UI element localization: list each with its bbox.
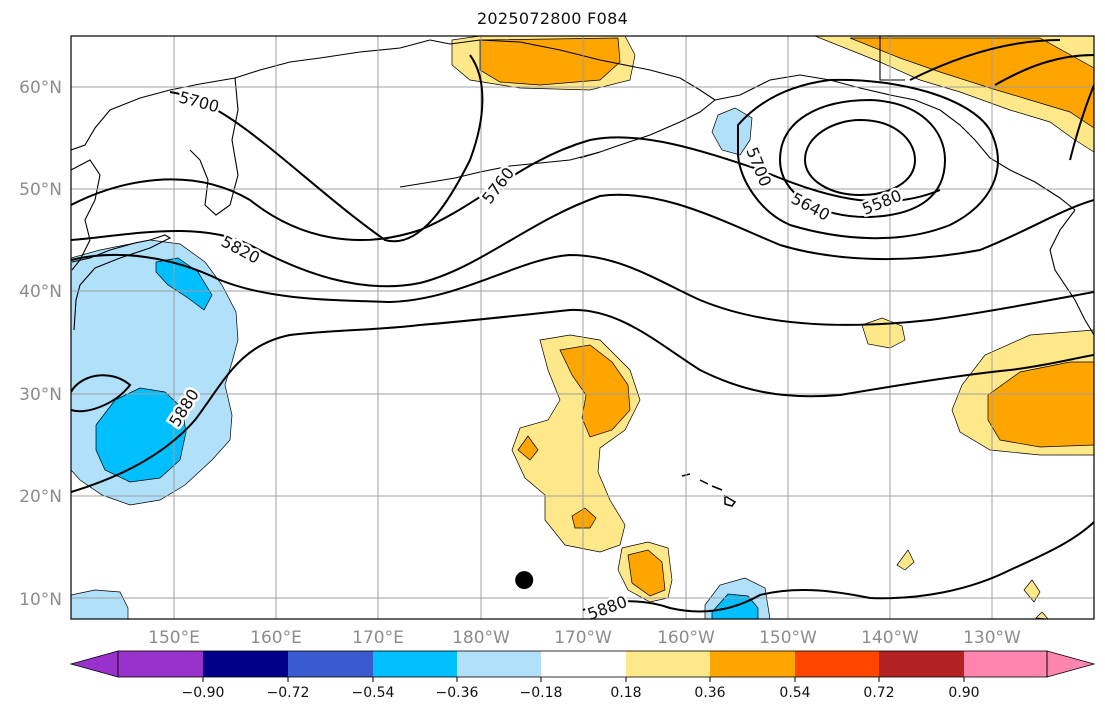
contour-5880-small <box>71 374 132 413</box>
contour-5700-north <box>169 54 484 243</box>
lon-label-160e: 160°E <box>250 628 302 648</box>
contour-5880-ne-1 <box>909 39 1061 81</box>
colorbar-extend-high <box>1046 650 1096 678</box>
contour-5820 <box>71 193 1094 288</box>
lon-label-140w: 140°W <box>861 628 919 648</box>
colorbar-segment-2 <box>203 651 288 677</box>
coastline-japan <box>71 234 172 331</box>
longitude-labels: 150°E 160°E 170°E 180°W 170°W 160°W 150°… <box>148 628 1021 648</box>
positive-anomaly-patch-2 <box>896 549 915 571</box>
lon-label-160w: 160°W <box>657 628 715 648</box>
lat-label-60n: 60°N <box>19 78 62 98</box>
positive-anomaly-core-south <box>627 549 666 597</box>
lon-label-170e: 170°E <box>352 628 404 648</box>
positive-anomaly-core-ne <box>849 37 1094 129</box>
coastline-bc <box>1049 209 1094 336</box>
lat-label-30n: 30°N <box>19 385 62 405</box>
positive-anomaly-core-north <box>479 37 621 86</box>
colorbar-tick-label: 0.36 <box>694 685 725 701</box>
colorbar-tick-label: −0.90 <box>182 685 225 701</box>
positive-anomaly-core-small-1 <box>517 435 539 461</box>
colorbar-segment-5 <box>457 651 541 677</box>
colorbar: −0.90 −0.72 −0.54 −0.36 −0.18 0.18 0.36 … <box>69 650 1096 701</box>
storm-position-marker <box>515 571 534 590</box>
colorbar-segment-3 <box>288 651 373 677</box>
map-frame <box>70 35 1095 620</box>
negative-anomaly-core-west <box>95 387 187 483</box>
colorbar-segment-1 <box>118 651 203 677</box>
colorbar-tick-label: 0.90 <box>948 685 979 701</box>
contour-5820-2 <box>71 253 1094 326</box>
map-plot-area: 5700 5760 5820 5880 5700 5640 5580 5880 <box>71 36 1094 619</box>
coastline-siberia <box>71 39 431 151</box>
colorbar-outline <box>117 650 1048 678</box>
negative-anomaly-region-sw <box>71 589 129 619</box>
colorbar-segment-6 <box>541 651 626 677</box>
border-line <box>879 36 905 81</box>
negative-anomaly-core-west-2 <box>155 257 213 311</box>
colorbar-ticks <box>202 677 965 682</box>
colorbar-segment-10 <box>879 651 964 677</box>
colorbar-segment-9 <box>795 651 879 677</box>
coastline-alaska-west <box>429 39 716 101</box>
contour-5580 <box>803 118 917 197</box>
height-contours <box>71 39 1094 613</box>
contour-5640 <box>778 98 947 219</box>
colorbar-tick-label: −0.54 <box>352 685 395 701</box>
colorbar-tick-label: −0.18 <box>520 685 563 701</box>
latitude-labels: 10°N 20°N 30°N 40°N 50°N 60°N <box>19 78 62 610</box>
lat-label-20n: 20°N <box>19 487 62 507</box>
lon-label-150e: 150°E <box>148 628 200 648</box>
positive-anomaly-patch-1 <box>861 317 906 349</box>
lat-label-50n: 50°N <box>19 180 62 200</box>
aleutian-chain <box>399 151 601 188</box>
colorbar-segment-7 <box>626 651 710 677</box>
colorbar-segment-11 <box>964 651 1047 677</box>
contour-5700-low <box>737 78 999 240</box>
colorbar-tick-label: 0.54 <box>779 685 810 701</box>
lon-label-180w: 180°W <box>452 628 510 648</box>
lat-label-10n: 10°N <box>19 590 62 610</box>
coastlines <box>71 36 1094 336</box>
colorbar-tick-label: 0.72 <box>863 685 894 701</box>
lon-label-170w: 170°W <box>554 628 612 648</box>
colorbar-segment-8 <box>710 651 795 677</box>
contour-5880-main <box>71 308 1094 493</box>
colorbar-extend-low <box>69 650 119 678</box>
lat-label-40n: 40°N <box>19 282 62 302</box>
colorbar-tick-label: −0.72 <box>267 685 310 701</box>
map-title: 2025072800 F084 <box>476 9 629 28</box>
lon-label-150w: 150°W <box>759 628 817 648</box>
contour-5880-ne-2 <box>994 54 1094 86</box>
coastline-okhotsk <box>71 159 101 271</box>
positive-anomaly-core-central <box>559 344 631 438</box>
colorbar-tick-label: 0.18 <box>610 685 641 701</box>
colorbar-segment-4 <box>373 651 457 677</box>
coastline-alaska-south <box>714 74 1076 211</box>
colorbar-tick-label: −0.36 <box>436 685 479 701</box>
contour-5760 <box>71 136 941 241</box>
colorbar-tick-labels: −0.90 −0.72 −0.54 −0.36 −0.18 0.18 0.36 … <box>182 685 980 701</box>
lon-label-130w: 130°W <box>963 628 1021 648</box>
anomaly-shading <box>71 36 1094 619</box>
contour-5880-ne-3 <box>1069 84 1094 161</box>
contour-5880-south <box>582 521 1094 613</box>
coastline-kamchatka <box>189 77 239 216</box>
